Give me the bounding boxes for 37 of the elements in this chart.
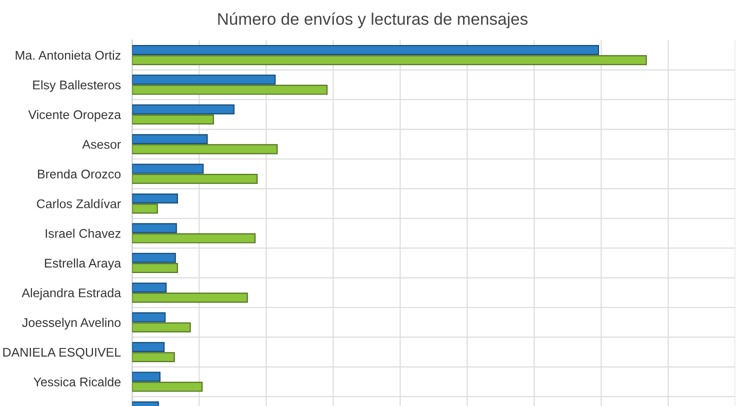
bar [132,134,208,144]
y-tick-label: Elsy Ballesteros [33,80,121,92]
bar [132,262,178,274]
bar [132,144,278,154]
bar [132,204,158,214]
bar [132,322,191,332]
y-tick-label: DANIELA ESQUIVEL [3,348,121,359]
bar [132,252,176,263]
y-tick-label: Asesor [82,140,121,149]
y-tick-label: Estrella Araya [44,258,122,270]
bar [132,282,167,293]
y-tick-label: Brenda Orozco [38,169,121,178]
y-tick-label: Vicente Oropeza [28,110,122,122]
bar [132,55,647,66]
y-tick-label: Joesselyn Avelino [22,318,121,330]
chart-title: Número de envíos y lecturas de mensajes [218,12,528,28]
bar [132,352,175,362]
bar [132,312,166,322]
bar [132,84,328,95]
y-tick-label: Ma. Antonieta Ortiz [16,50,120,60]
bar [132,104,235,114]
bar [132,372,160,382]
bar [132,223,177,234]
bar [132,233,256,244]
bar [132,382,203,392]
bar [132,342,165,352]
bar [132,193,178,204]
bar [132,114,214,125]
y-tick-label: Alejandra Estrada [22,288,122,300]
bar [132,44,600,56]
y-tick-label: Israel Chavez [46,228,120,238]
bar [132,292,248,303]
y-tick-label: Carlos Zaldívar [36,198,121,208]
bar [132,74,276,85]
bar [132,164,204,174]
y-tick-label: Yessica Ricalde [34,377,121,386]
bar [132,174,258,184]
